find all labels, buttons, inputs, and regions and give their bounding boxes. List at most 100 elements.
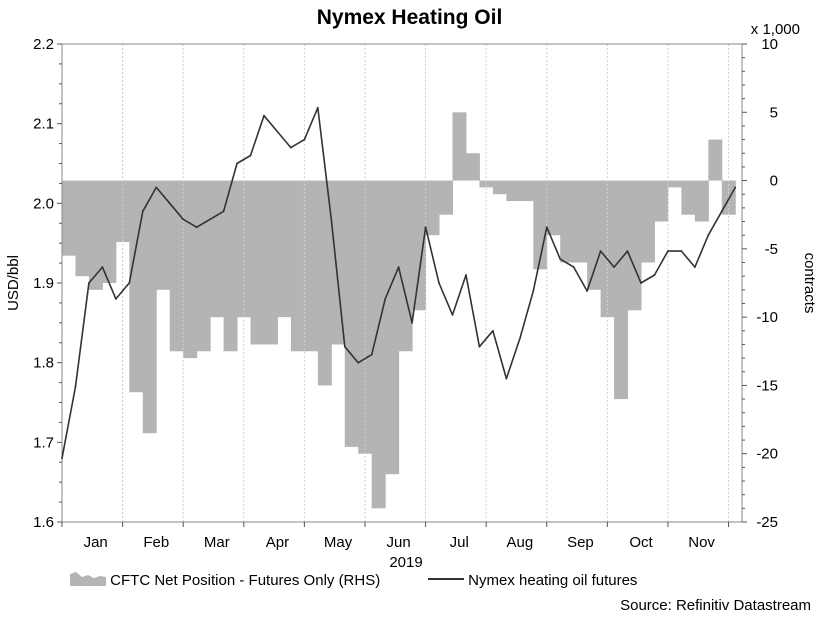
right-tick-label: -5 bbox=[765, 241, 778, 258]
heating-oil-point bbox=[370, 353, 373, 356]
x-tick-label: Mar bbox=[204, 534, 230, 551]
heating-oil-point bbox=[693, 266, 696, 268]
y-axis-title-right: contracts bbox=[801, 253, 818, 314]
net-position-bar bbox=[681, 180, 696, 215]
heating-oil-point bbox=[303, 138, 306, 141]
net-position-bar bbox=[560, 180, 575, 263]
heating-oil-point bbox=[74, 385, 77, 388]
net-position-area bbox=[62, 112, 736, 509]
x-tick-label: Oct bbox=[629, 534, 653, 551]
heating-oil-point bbox=[491, 329, 494, 332]
y-axis-title-left: USD/bbl bbox=[5, 255, 22, 311]
legend-swatch-area bbox=[70, 572, 106, 586]
chart-title: Nymex Heating Oil bbox=[316, 6, 503, 29]
left-tick-label: 1.9 bbox=[33, 275, 54, 292]
net-position-bar bbox=[425, 180, 440, 236]
heating-oil-point bbox=[599, 250, 602, 253]
heating-oil-point bbox=[707, 234, 710, 237]
x-tick-label: Nov bbox=[688, 534, 715, 551]
net-position-bar bbox=[587, 180, 602, 290]
net-position-bar bbox=[223, 180, 238, 352]
legend-item-net-position: CFTC Net Position - Futures Only (RHS) bbox=[70, 572, 380, 589]
x-tick-label: Feb bbox=[143, 534, 169, 551]
net-position-bar bbox=[263, 180, 278, 345]
heating-oil-point bbox=[424, 226, 427, 229]
net-position-bar bbox=[317, 180, 332, 386]
heating-oil-point bbox=[209, 218, 212, 221]
heating-oil-point bbox=[640, 282, 642, 284]
net-position-bar bbox=[169, 180, 184, 352]
right-y-axis: -25 -20 -15 -10 -5 0 5 10 bbox=[742, 36, 778, 531]
net-position-bar bbox=[492, 180, 507, 195]
x-tick-label: May bbox=[324, 534, 353, 551]
heating-oil-point bbox=[680, 250, 683, 253]
net-position-bar bbox=[75, 180, 90, 277]
heating-oil-point bbox=[343, 345, 346, 348]
heating-oil-point bbox=[518, 337, 521, 340]
heating-oil-point bbox=[613, 266, 615, 268]
legend-swatch-line bbox=[428, 578, 464, 580]
right-tick-label: 10 bbox=[761, 36, 778, 53]
heating-oil-line bbox=[61, 106, 737, 460]
left-tick-label: 2.0 bbox=[33, 195, 54, 212]
net-position-bar bbox=[614, 180, 629, 400]
heating-oil-point bbox=[182, 218, 185, 221]
net-position-bar bbox=[694, 180, 709, 222]
net-position-bar bbox=[62, 180, 76, 256]
net-position-bar bbox=[210, 180, 225, 318]
net-position-bar bbox=[519, 180, 534, 202]
x-tick-label: Jun bbox=[387, 534, 411, 551]
net-position-bar bbox=[129, 180, 144, 393]
heating-oil-point bbox=[128, 282, 131, 284]
right-tick-label: -25 bbox=[756, 514, 778, 531]
net-position-bar bbox=[465, 153, 480, 181]
net-position-bar bbox=[708, 139, 723, 181]
left-y-axis: 1.6 1.7 1.8 1.9 2.0 2.1 2.2 bbox=[33, 36, 62, 531]
net-position-bar bbox=[304, 180, 319, 352]
heating-oil-point bbox=[572, 266, 575, 268]
heating-oil-point bbox=[222, 210, 225, 213]
left-tick-label: 1.7 bbox=[33, 434, 54, 451]
net-position-bar bbox=[573, 180, 588, 263]
heating-oil-point bbox=[155, 186, 158, 189]
heating-oil-point bbox=[559, 258, 562, 260]
heating-oil-point bbox=[330, 218, 333, 221]
x-axis-title: 2019 bbox=[389, 554, 422, 571]
net-position-bar bbox=[344, 180, 359, 447]
heating-oil-point bbox=[236, 162, 238, 165]
net-position-bar bbox=[641, 180, 655, 263]
net-position-bar bbox=[250, 180, 265, 345]
heating-oil-point bbox=[411, 321, 413, 324]
source-note: Source: Refinitiv Datastream bbox=[620, 597, 811, 614]
net-position-bar bbox=[385, 180, 400, 475]
x-tick-label: Aug bbox=[506, 534, 533, 551]
x-tick-label: Sep bbox=[567, 534, 594, 551]
net-position-bar bbox=[506, 180, 521, 202]
net-position-bar bbox=[479, 180, 494, 188]
heating-oil-point bbox=[465, 274, 467, 276]
net-position-bar bbox=[277, 180, 292, 318]
net-position-bar bbox=[371, 180, 386, 509]
heating-oil-point bbox=[720, 210, 723, 213]
net-position-bar bbox=[196, 180, 211, 352]
net-position-bar bbox=[546, 180, 561, 236]
net-position-bar bbox=[412, 180, 427, 311]
heating-oil-point bbox=[195, 226, 198, 229]
legend-label-net-position: CFTC Net Position - Futures Only (RHS) bbox=[110, 572, 381, 589]
net-position-bar bbox=[627, 180, 642, 311]
x-tick-label: Apr bbox=[266, 534, 289, 551]
left-tick-label: 2.2 bbox=[33, 36, 54, 53]
x-tick-label: Jan bbox=[84, 534, 108, 551]
heating-oil-point bbox=[586, 290, 589, 292]
heating-oil-point bbox=[626, 250, 629, 253]
net-position-bar bbox=[88, 180, 103, 290]
net-position-bar bbox=[654, 180, 669, 222]
right-tick-label: -15 bbox=[756, 377, 778, 394]
legend-label-heating-oil: Nymex heating oil futures bbox=[468, 572, 638, 589]
net-position-bar bbox=[142, 180, 157, 434]
heating-oil-point bbox=[384, 298, 387, 300]
right-tick-label: 0 bbox=[770, 173, 778, 190]
left-tick-label: 1.6 bbox=[33, 514, 54, 531]
net-position-bar bbox=[290, 180, 305, 352]
